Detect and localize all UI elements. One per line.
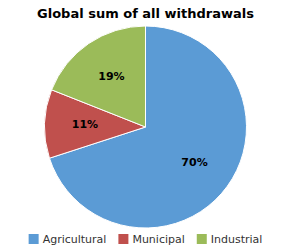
legend: Agricultural Municipal Industrial bbox=[29, 233, 263, 246]
legend-swatch bbox=[118, 234, 128, 244]
legend-swatch bbox=[29, 234, 39, 244]
chart: Global sum of all withdrawals Agricultura… bbox=[0, 0, 291, 252]
legend-label: Municipal bbox=[132, 233, 184, 246]
data-labels: 70% 11% 19% bbox=[72, 70, 208, 169]
data-label: 70% bbox=[181, 156, 207, 169]
legend-item: Agricultural bbox=[29, 233, 107, 246]
slice bbox=[52, 26, 146, 127]
legend-item: Municipal bbox=[118, 233, 184, 246]
legend-label: Agricultural bbox=[43, 233, 107, 246]
legend-label: Industrial bbox=[211, 233, 263, 246]
data-label: 19% bbox=[98, 70, 124, 83]
title: Global sum of all withdrawals bbox=[37, 6, 254, 21]
legend-item: Industrial bbox=[197, 233, 263, 246]
legend-swatch bbox=[197, 234, 207, 244]
slice bbox=[49, 26, 246, 228]
data-label: 11% bbox=[72, 118, 98, 131]
pie bbox=[44, 26, 246, 228]
